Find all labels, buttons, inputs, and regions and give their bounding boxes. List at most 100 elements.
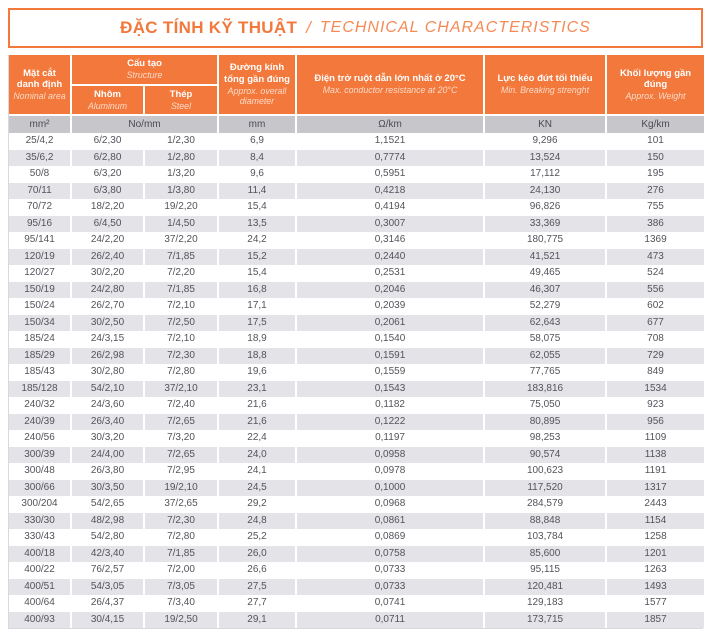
col-header-resistance: Điện trở ruột dẫn lớn nhất ở 20°C Max. c… bbox=[296, 55, 486, 115]
cell-weight: 386 bbox=[606, 215, 705, 232]
cell-breaking-force: 98,253 bbox=[484, 430, 608, 447]
cell-nominal-area: 50/8 bbox=[9, 166, 72, 183]
unit-diameter: mm bbox=[218, 114, 298, 133]
cell-nominal-area: 185/29 bbox=[9, 347, 72, 364]
cell-nominal-area: 300/48 bbox=[9, 463, 72, 480]
cell-resistance: 0,1591 bbox=[296, 347, 486, 364]
cell-nominal-area: 185/128 bbox=[9, 380, 72, 397]
cell-weight: 956 bbox=[606, 413, 705, 430]
cell-steel: 7/2,20 bbox=[144, 265, 220, 282]
cell-resistance: 0,0711 bbox=[296, 611, 486, 628]
cell-nominal-area: 300/39 bbox=[9, 446, 72, 463]
cell-weight: 1201 bbox=[606, 545, 705, 562]
cell-aluminum: 6/3,80 bbox=[71, 182, 145, 199]
cell-nominal-area: 70/11 bbox=[9, 182, 72, 199]
cell-breaking-force: 17,112 bbox=[484, 166, 608, 183]
cell-diameter: 15,4 bbox=[218, 265, 298, 282]
table-row: 185/29 26/2,98 7/2,30 18,8 0,1591 62,055 729 bbox=[9, 347, 705, 364]
cell-steel: 7/2,30 bbox=[144, 512, 220, 529]
cell-breaking-force: 85,600 bbox=[484, 545, 608, 562]
cell-diameter: 27,7 bbox=[218, 595, 298, 612]
cell-steel: 37/2,10 bbox=[144, 380, 220, 397]
cell-weight: 755 bbox=[606, 199, 705, 216]
cell-resistance: 0,0758 bbox=[296, 545, 486, 562]
cell-diameter: 21,6 bbox=[218, 413, 298, 430]
col-header-diameter: Đường kính tổng gần đúng Approx. overall… bbox=[218, 55, 298, 115]
cell-diameter: 6,9 bbox=[218, 133, 298, 150]
cell-resistance: 0,1543 bbox=[296, 380, 486, 397]
cell-nominal-area: 95/141 bbox=[9, 232, 72, 249]
table-row: 400/22 76/2,57 7/2,00 26,6 0,0733 95,115 1263 bbox=[9, 562, 705, 579]
cell-aluminum: 18/2,20 bbox=[71, 199, 145, 216]
unit-resistance: Ω/km bbox=[296, 114, 486, 133]
cell-aluminum: 24/2,20 bbox=[71, 232, 145, 249]
cell-steel: 7/3,20 bbox=[144, 430, 220, 447]
cell-resistance: 0,0861 bbox=[296, 512, 486, 529]
table-row: 185/43 30/2,80 7/2,80 19,6 0,1559 77,765 849 bbox=[9, 364, 705, 381]
unit-structure: No/mm bbox=[71, 114, 220, 133]
cell-resistance: 0,0958 bbox=[296, 446, 486, 463]
cell-diameter: 25,2 bbox=[218, 529, 298, 546]
cell-nominal-area: 150/24 bbox=[9, 298, 72, 315]
cell-breaking-force: 46,307 bbox=[484, 281, 608, 298]
cell-breaking-force: 88,848 bbox=[484, 512, 608, 529]
cell-steel: 37/2,65 bbox=[144, 496, 220, 513]
cell-aluminum: 54/2,80 bbox=[71, 529, 145, 546]
cell-breaking-force: 80,895 bbox=[484, 413, 608, 430]
table-row: 150/19 24/2,80 7/1,85 16,8 0,2046 46,307 556 bbox=[9, 281, 705, 298]
table-row: 150/34 30/2,50 7/2,50 17,5 0,2061 62,643 677 bbox=[9, 314, 705, 331]
cell-diameter: 22,4 bbox=[218, 430, 298, 447]
cell-resistance: 0,3146 bbox=[296, 232, 486, 249]
cell-breaking-force: 33,369 bbox=[484, 215, 608, 232]
cell-resistance: 0,2046 bbox=[296, 281, 486, 298]
col-header-resistance-vi: Điện trở ruột dẫn lớn nhất ở 20°C bbox=[314, 73, 466, 85]
cell-weight: 101 bbox=[606, 133, 705, 150]
cell-steel: 7/1,85 bbox=[144, 545, 220, 562]
cell-breaking-force: 75,050 bbox=[484, 397, 608, 414]
cell-breaking-force: 41,521 bbox=[484, 248, 608, 265]
cell-weight: 602 bbox=[606, 298, 705, 315]
table-row: 95/16 6/4,50 1/4,50 13,5 0,3007 33,369 386 bbox=[9, 215, 705, 232]
cell-diameter: 11,4 bbox=[218, 182, 298, 199]
cell-nominal-area: 240/32 bbox=[9, 397, 72, 414]
cell-breaking-force: 100,623 bbox=[484, 463, 608, 480]
table-row: 120/19 26/2,40 7/1,85 15,2 0,2440 41,521 473 bbox=[9, 248, 705, 265]
page-title: ĐẶC TÍNH KỸ THUẬT / TECHNICAL CHARACTERI… bbox=[8, 8, 703, 48]
cell-weight: 729 bbox=[606, 347, 705, 364]
cell-steel: 7/2,80 bbox=[144, 364, 220, 381]
cell-aluminum: 30/2,80 bbox=[71, 364, 145, 381]
cell-nominal-area: 120/19 bbox=[9, 248, 72, 265]
cell-aluminum: 26/2,40 bbox=[71, 248, 145, 265]
table-row: 400/64 26/4,37 7/3,40 27,7 0,0741 129,183 1577 bbox=[9, 595, 705, 612]
page-title-english: TECHNICAL CHARACTERISTICS bbox=[319, 19, 591, 36]
cell-aluminum: 24/3,60 bbox=[71, 397, 145, 414]
cell-aluminum: 48/2,98 bbox=[71, 512, 145, 529]
col-header-weight-en: Approx. Weight bbox=[625, 91, 686, 102]
col-header-breaking-force: Lực kéo đứt tối thiểu Min. Breaking stre… bbox=[484, 55, 608, 115]
cell-resistance: 0,5951 bbox=[296, 166, 486, 183]
cell-resistance: 0,0733 bbox=[296, 562, 486, 579]
cell-nominal-area: 240/39 bbox=[9, 413, 72, 430]
cell-resistance: 0,2061 bbox=[296, 314, 486, 331]
units-row: mm² No/mm mm Ω/km KN Kg/km bbox=[9, 114, 705, 133]
cell-resistance: 0,7774 bbox=[296, 149, 486, 166]
cell-breaking-force: 284,579 bbox=[484, 496, 608, 513]
table-row: 70/72 18/2,20 19/2,20 15,4 0,4194 96,826 755 bbox=[9, 199, 705, 216]
cell-resistance: 1,1521 bbox=[296, 133, 486, 150]
col-header-structure: Cấu tạo Structure bbox=[71, 55, 220, 86]
col-header-nominal-area-en: Nominal area bbox=[13, 91, 66, 102]
cell-steel: 7/2,10 bbox=[144, 298, 220, 315]
col-header-aluminum: Nhôm Aluminum bbox=[71, 85, 145, 115]
cell-steel: 1/4,50 bbox=[144, 215, 220, 232]
cell-aluminum: 26/4,37 bbox=[71, 595, 145, 612]
cell-aluminum: 6/2,80 bbox=[71, 149, 145, 166]
col-header-breaking-force-en: Min. Breaking strenght bbox=[501, 85, 590, 96]
cell-steel: 37/2,20 bbox=[144, 232, 220, 249]
cell-nominal-area: 185/24 bbox=[9, 331, 72, 348]
cell-diameter: 9,6 bbox=[218, 166, 298, 183]
cell-nominal-area: 300/204 bbox=[9, 496, 72, 513]
cell-resistance: 0,1000 bbox=[296, 479, 486, 496]
cell-weight: 1857 bbox=[606, 611, 705, 628]
cell-weight: 473 bbox=[606, 248, 705, 265]
cell-steel: 1/2,30 bbox=[144, 133, 220, 150]
